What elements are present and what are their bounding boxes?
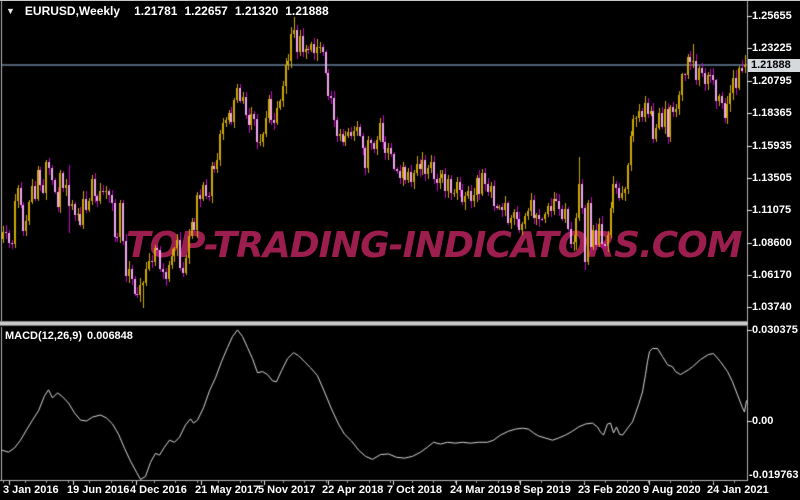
price-axis-label: 1.15935 — [752, 140, 792, 152]
time-axis-label: 21 May 2017 — [195, 484, 260, 496]
price-axis-label: 1.23225 — [752, 42, 792, 54]
time-axis-label: 8 Sep 2019 — [514, 484, 571, 496]
time-axis-label: 22 Apr 2018 — [322, 484, 384, 496]
chart-header: ▼ EURUSD,Weekly 1.21781 1.22657 1.21320 … — [6, 4, 336, 18]
price-axis-label: 1.20795 — [752, 75, 792, 87]
macd-axis-min-label: -0.019763 — [749, 469, 799, 481]
time-axis-label: 24 Mar 2019 — [450, 484, 513, 496]
macd-header: MACD(12,26,9) 0.006848 — [5, 330, 133, 342]
time-axis-label: 19 Jun 2016 — [67, 484, 130, 496]
time-axis-label: 3 Jan 2016 — [3, 484, 59, 496]
price-axis-label: 1.13505 — [752, 172, 792, 184]
macd-indicator-label: MACD(12,26,9) — [5, 330, 83, 342]
time-axis-label: 9 Aug 2020 — [643, 484, 701, 496]
time-axis-label: 23 Feb 2020 — [578, 484, 641, 496]
quote-low: 1.21320 — [234, 4, 279, 18]
current-price-label: 1.21888 — [748, 59, 800, 72]
time-axis-label: 24 Jan 2021 — [707, 484, 769, 496]
macd-value: 0.006848 — [87, 330, 133, 342]
quote-high: 1.22657 — [184, 4, 228, 18]
quote-open: 1.21781 — [134, 4, 178, 18]
time-axis-label: 5 Nov 2017 — [258, 484, 316, 496]
price-axis-label: 1.11075 — [752, 204, 792, 216]
macd-axis-zero-label: 0.00 — [752, 415, 774, 427]
price-axis-label: 1.03740 — [752, 301, 792, 313]
macd-axis-max-label: 0.030375 — [752, 324, 798, 336]
symbol-timeframe-label: EURUSD,Weekly — [24, 4, 121, 18]
time-axis-label: 7 Oct 2018 — [387, 484, 443, 496]
time-axis-label: 4 Dec 2016 — [130, 484, 187, 496]
quote-close: 1.21888 — [285, 4, 329, 18]
price-axis-label: 1.25655 — [752, 10, 792, 22]
price-axis-label: 1.18365 — [752, 107, 792, 119]
symbol-dropdown-icon[interactable]: ▼ — [6, 6, 15, 16]
price-axis-label: 1.08600 — [752, 237, 792, 249]
price-axis-label: 1.06170 — [752, 269, 792, 281]
